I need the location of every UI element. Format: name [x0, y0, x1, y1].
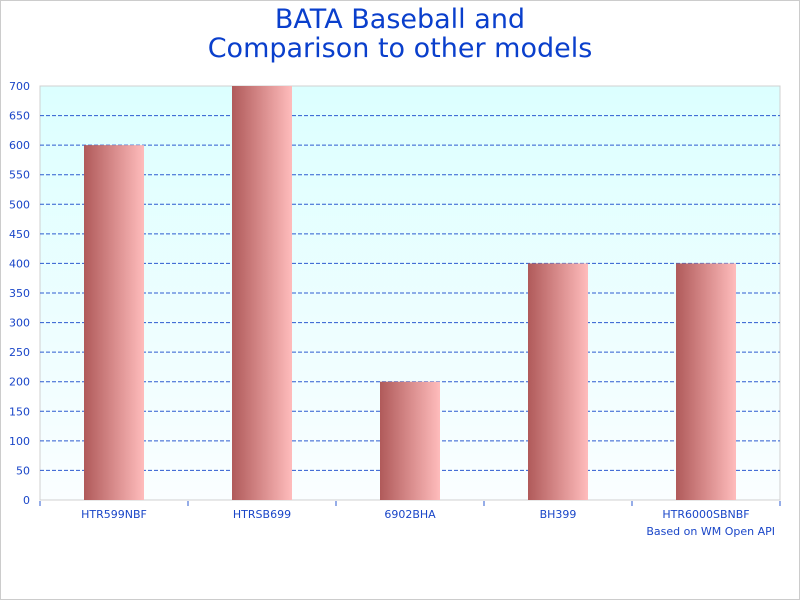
- bar: [380, 381, 440, 500]
- y-tick-label: 400: [9, 257, 30, 270]
- bar: [84, 145, 144, 500]
- bar: [528, 263, 588, 500]
- footnote: Based on WM Open API: [646, 525, 775, 538]
- chart-title-line-1: BATA Baseball and: [275, 4, 525, 35]
- y-tick-label: 100: [9, 435, 30, 448]
- y-tick-label: 650: [9, 110, 30, 123]
- y-tick-label: 50: [16, 464, 30, 477]
- bar: [676, 263, 736, 500]
- x-tick-label: HTR599NBF: [81, 508, 147, 521]
- x-tick-label: 6902BHA: [384, 508, 436, 521]
- y-tick-label: 550: [9, 169, 30, 182]
- y-tick-label: 350: [9, 287, 30, 300]
- y-tick-label: 150: [9, 405, 30, 418]
- y-tick-label: 300: [9, 317, 30, 330]
- y-tick-label: 450: [9, 228, 30, 241]
- x-tick-label: HTR6000SBNBF: [662, 508, 749, 521]
- y-tick-label: 0: [23, 494, 30, 507]
- bar: [232, 86, 292, 500]
- y-tick-label: 500: [9, 198, 30, 211]
- y-tick-label: 200: [9, 376, 30, 389]
- y-tick-label: 600: [9, 139, 30, 152]
- y-tick-label: 250: [9, 346, 30, 359]
- x-tick-label: BH399: [540, 508, 577, 521]
- chart-title-line-2: Comparison to other models: [208, 33, 593, 64]
- y-tick-label: 700: [9, 80, 30, 93]
- x-tick-label: HTRSB699: [233, 508, 291, 521]
